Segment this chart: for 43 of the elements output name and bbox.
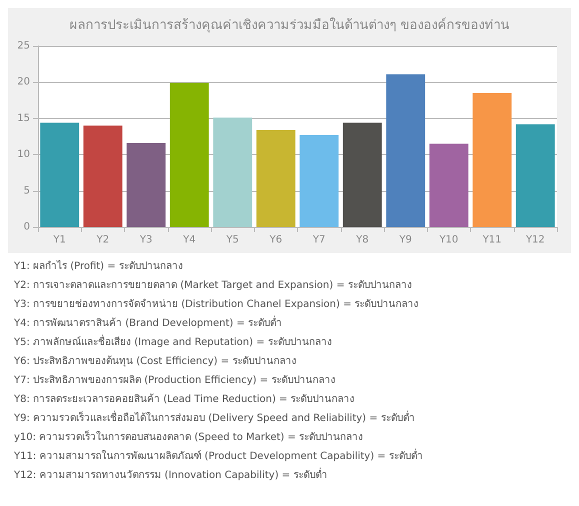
x-tick-label: Y12 — [524, 234, 545, 246]
x-tick-label: Y1 — [52, 234, 66, 246]
x-tick-label: Y6 — [268, 234, 282, 246]
x-tick-label: Y3 — [138, 234, 152, 246]
text: Y3: การขยายช่องทางการจัดจำหน่าย (Distribution Chanel Expansion) = ระดับปานกลาง — [14, 298, 420, 312]
x-tick-label: Y5 — [225, 234, 239, 246]
x-tick-label: Y8 — [355, 234, 369, 246]
y-tick-label: 0 — [24, 222, 30, 232]
bar — [516, 124, 555, 227]
text: Y11: ความสามารถในการพัฒนาผลิตภัณฑ์ (Product Development Capability) = ระดับต่ำ — [14, 448, 424, 464]
x-tick-label: Y2 — [96, 234, 110, 246]
y-tick-label: 5 — [24, 185, 30, 196]
x-tick-label: Y4 — [182, 234, 196, 246]
bar — [472, 93, 512, 227]
y-tick-label: 25 — [17, 40, 30, 52]
text: Y7: ประสิทธิภาพของการผลิต (Production Efficiency) = ระดับปานกลาง — [14, 374, 336, 388]
x-tick-label: Y11 — [482, 234, 502, 246]
y-tick-label: 20 — [17, 76, 30, 88]
bar — [213, 118, 252, 227]
bar — [386, 74, 426, 227]
chart-title: ผลการประเมินการสร้างคุณค่าเชิงความร่วมมือในด้านต่างๆ ขององค์กรของท่าน — [69, 17, 510, 33]
y-tick-label: 10 — [17, 149, 30, 160]
bar — [40, 122, 80, 227]
text: Y1: ผลกำไร (Profit) = ระดับปานกลาง — [14, 259, 184, 274]
bar — [126, 143, 166, 227]
text: y10: ความรวดเร็วในการตอบสนองตลาด (Speed to Market) = ระดับปานกลาง — [14, 429, 364, 445]
bar — [429, 144, 468, 227]
y-tick-label: 15 — [17, 112, 30, 124]
text: Y12: ความสามารถทางนวัตกรรม (Innovation Capability) = ระดับต่ำ — [14, 466, 328, 483]
text: Y2: การเจาะตลาดและการขยายตลาด (Market Target and Expansion) = ระดับปานกลาง — [14, 279, 413, 293]
text: Y4: การพัฒนาตราสินค้า (Brand Development) = ระดับต่ำ — [14, 314, 284, 331]
bar — [300, 135, 339, 227]
x-tick-label: Y7 — [312, 234, 326, 246]
x-tick-label: Y9 — [398, 234, 412, 246]
text: Y5: ภาพลักษณ์และชื่อเสียง (Image and Reputation) = ระดับปานกลาง — [14, 334, 333, 350]
text: Y8: การลดระยะเวลารอคอยสินค้า (Lead Time Reduction) = ระดับปานกลาง — [14, 392, 356, 407]
bar — [170, 82, 209, 227]
x-tick-label: Y10 — [438, 234, 458, 246]
bar — [256, 130, 296, 227]
text: Y6: ประสิทธิภาพของต้นทุน (Cost Efficiency) = ระดับปานกลาง — [14, 354, 298, 369]
bar — [342, 122, 382, 227]
bar — [83, 126, 122, 227]
text: Y9: ความรวดเร็วและเชื่อถือได้ในการส่งมอบ (Delivery Speed and Reliability) = ระดับต่ำ — [14, 410, 416, 426]
